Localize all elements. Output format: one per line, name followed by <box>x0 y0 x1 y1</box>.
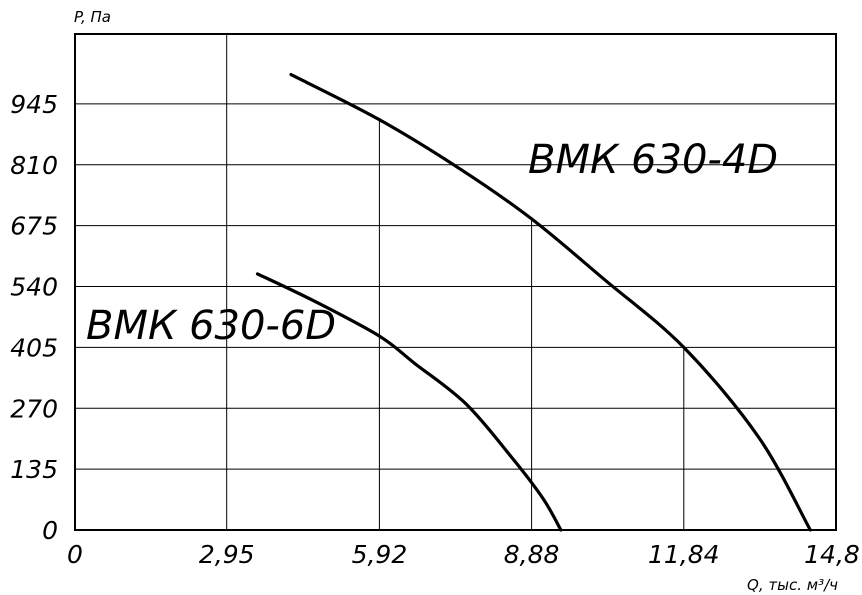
x-tick-label: 14,8 <box>804 540 860 569</box>
y-tick-label: 540 <box>10 273 58 302</box>
series-line-6d <box>255 272 563 532</box>
y-tick-label: 405 <box>10 333 58 362</box>
plot-area-frame <box>74 33 837 531</box>
x-tick-label: 8,88 <box>504 540 560 569</box>
series-lines <box>255 73 812 532</box>
y-axis-title: P, Па <box>74 8 111 26</box>
series-label-6d: ВМК 630-6D <box>86 303 336 349</box>
y-tick-label: 675 <box>10 212 58 241</box>
x-tick-label: 0 <box>67 540 83 569</box>
y-tick-label: 135 <box>10 455 58 484</box>
series-line-4d <box>289 73 812 532</box>
x-axis-title: Q, тыс. м³/ч <box>747 576 838 594</box>
x-tick-label: 2,95 <box>199 540 255 569</box>
tick-labels: 0 135 270 405 540 675 810 945 0 2,95 5,92 8,88 11,84… <box>10 90 860 569</box>
x-tick-label: 5,92 <box>352 540 408 569</box>
series-label-4d: ВМК 630-4D <box>528 137 778 183</box>
y-tick-label: 945 <box>10 90 58 119</box>
x-tick-label: 11,84 <box>648 540 720 569</box>
y-tick-label: 0 <box>42 516 58 545</box>
y-tick-label: 810 <box>10 151 58 180</box>
grid-lines <box>75 34 836 530</box>
y-tick-label: 270 <box>10 394 58 423</box>
